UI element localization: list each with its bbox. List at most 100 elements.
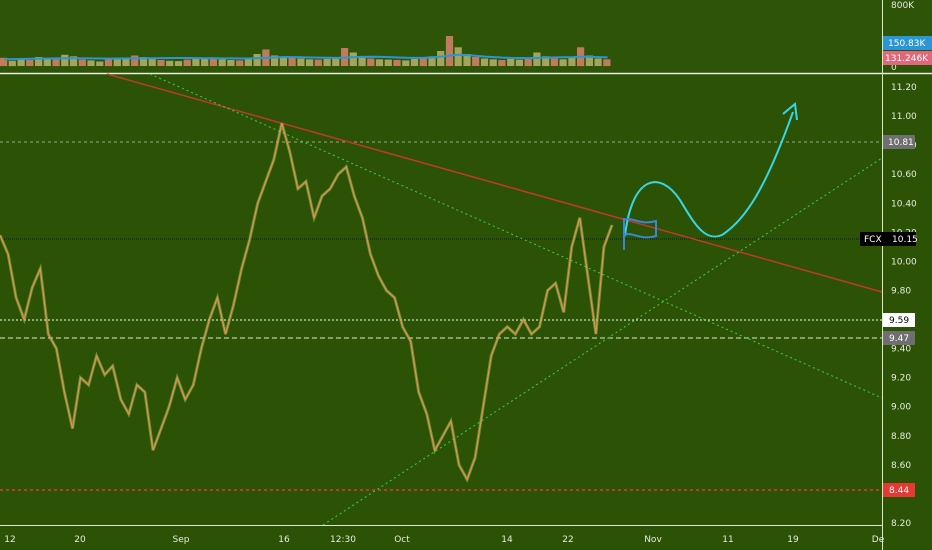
descending-resistance-trendline[interactable]	[106, 73, 883, 293]
price-axis-tick: 9.80	[891, 286, 911, 296]
volume-bar	[26, 60, 34, 66]
volume-bar	[183, 59, 191, 66]
volume-bar	[480, 58, 489, 66]
price-tag-9-47-label: 9.47	[889, 334, 909, 344]
volume-bar	[515, 59, 523, 66]
volume-axis-tick-max: 800K	[891, 1, 915, 11]
volume-bar	[454, 47, 462, 67]
volume-bar	[52, 59, 60, 67]
volume-bar	[113, 57, 121, 67]
price-axis-tick: 9.00	[891, 403, 911, 413]
projection-arrowhead-icon	[782, 102, 798, 121]
volume-ma-tag	[883, 36, 932, 50]
volume-bar	[384, 59, 392, 66]
time-axis-tick: 20	[74, 535, 86, 545]
volume-bar	[568, 57, 576, 66]
price-axis-tick: 9.20	[891, 374, 911, 384]
volume-axis-tick-zero: 0	[891, 63, 897, 73]
volume-bar	[0, 57, 8, 67]
volume-bar	[122, 58, 130, 66]
volume-bar	[236, 60, 244, 66]
projection-curve[interactable]	[624, 111, 794, 238]
volume-bar	[498, 60, 506, 66]
last-price-value: 10.15	[892, 235, 918, 245]
time-axis-tick: 11	[722, 535, 733, 545]
price-tag-8-44	[883, 483, 915, 497]
price-axis-tick: 10.40	[891, 199, 917, 209]
volume-bar	[375, 59, 384, 67]
volume-bar	[367, 58, 375, 66]
volume-bar	[594, 58, 602, 66]
time-axis-tick: 12:30	[330, 535, 356, 545]
price-tag-8-44-label: 8.44	[889, 486, 909, 496]
volume-bar	[87, 60, 95, 66]
volume-bar	[542, 56, 550, 67]
volume-bar	[61, 54, 69, 67]
time-axis-tick: De	[872, 535, 885, 545]
volume-ma-tag-label: 150.83K	[888, 39, 926, 49]
volume-bar	[43, 58, 51, 66]
descending-channel-trendline[interactable]	[149, 73, 883, 399]
price-axis-tick: 10.60	[891, 170, 917, 180]
volume-bar	[69, 56, 78, 67]
time-axis-tick: 12	[4, 535, 15, 545]
volume-bar	[35, 57, 43, 66]
volume-bar	[96, 61, 104, 66]
volume-bar	[585, 55, 593, 66]
volume-bar	[559, 59, 567, 67]
price-tag-9-47	[883, 331, 915, 345]
price-tag-10-81	[883, 135, 915, 149]
price-axis-tick: 11.00	[891, 112, 917, 122]
volume-bar	[148, 58, 156, 66]
volume-bar	[201, 58, 209, 66]
time-axis-ticks: 12 20 Sep 16 12:30 Oct 14 22 Nov 11 19 De	[4, 535, 884, 545]
volume-last-tag-label: 131.246K	[885, 54, 929, 64]
last-price-tag[interactable]	[860, 232, 916, 246]
time-axis-tick: 22	[562, 535, 573, 545]
bull-flag-icon[interactable]	[623, 218, 657, 250]
volume-bar	[104, 59, 113, 67]
volume-bars	[0, 36, 611, 67]
time-axis-tick: 19	[787, 535, 799, 545]
volume-bar	[358, 56, 366, 67]
volume-bar	[78, 59, 86, 66]
volume-bar	[393, 60, 401, 66]
volume-bar	[218, 59, 226, 67]
price-axis-tick: 11.20	[891, 83, 917, 93]
price-tag-10-81-label: 10.81	[888, 138, 914, 148]
volume-bar	[437, 51, 445, 66]
price-series[interactable]	[0, 123, 613, 481]
time-axis-tick: 14	[501, 535, 513, 545]
volume-bar	[603, 59, 611, 67]
volume-bar	[323, 58, 331, 66]
volume-bar	[533, 52, 541, 66]
volume-bar	[209, 57, 217, 66]
volume-bar	[131, 55, 139, 66]
time-axis-tick: 16	[278, 535, 290, 545]
time-axis-tick: Oct	[394, 535, 410, 545]
last-price-symbol: FCX	[864, 235, 882, 245]
volume-bar	[445, 36, 454, 66]
volume-bar	[507, 58, 515, 66]
volume-bar	[472, 57, 480, 66]
volume-bar	[17, 58, 25, 66]
volume-bar	[244, 58, 252, 66]
volume-bar	[279, 57, 287, 66]
volume-bar	[550, 58, 558, 66]
volume-bar	[410, 58, 419, 66]
price-axis-tick: 10.00	[891, 257, 917, 267]
ascending-support-trendline[interactable]	[322, 157, 883, 526]
price-tag-9-59-label: 9.59	[889, 316, 909, 326]
volume-bar	[524, 57, 532, 67]
price-tag-9-59	[883, 313, 915, 327]
price-axis-tick: 8.60	[891, 461, 911, 471]
volume-last-tag	[883, 51, 932, 65]
volume-bar	[297, 58, 305, 66]
volume-bar	[306, 59, 314, 67]
price-axis-tick: 9.40	[891, 345, 911, 355]
time-axis-tick: Nov	[644, 535, 662, 545]
volume-bar	[314, 59, 322, 66]
volume-bar	[402, 60, 410, 66]
